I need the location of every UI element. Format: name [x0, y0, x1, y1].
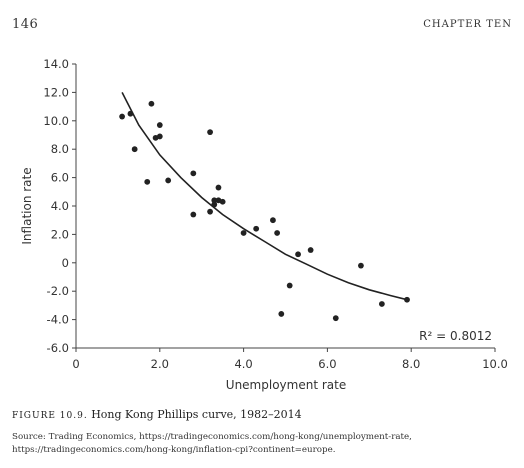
data-point	[274, 230, 281, 236]
x-tick-label: 10.0	[482, 357, 508, 371]
data-point	[211, 197, 218, 204]
scatter-points	[119, 100, 410, 322]
figure-title: Hong Kong Phillips curve, 1982–2014	[91, 408, 302, 421]
data-point	[190, 211, 197, 218]
y-tick-label: 14.0	[43, 57, 69, 71]
data-point	[219, 198, 226, 205]
data-point	[215, 184, 222, 191]
figure-caption: FIGURE 10.9. Hong Kong Phillips curve, 1…	[12, 408, 302, 421]
data-point	[295, 251, 301, 258]
data-point	[286, 282, 293, 289]
y-tick-label: 6.0	[51, 171, 69, 185]
x-axis-label: Unemployment rate	[226, 378, 346, 392]
data-point	[211, 201, 218, 208]
data-point	[253, 225, 260, 232]
y-tick-label: 8.0	[51, 142, 69, 156]
y-axis-ticks: 14.0 12.0 10.0 8.0 6.0 4.0 2.0 0 -2.0 -4.0 -6.0	[43, 57, 76, 355]
x-tick-label: 4.0	[234, 357, 252, 371]
y-tick-label: 0	[62, 256, 69, 270]
data-point	[332, 315, 339, 322]
x-tick-label: 0	[72, 357, 79, 371]
x-tick-label: 6.0	[318, 357, 336, 371]
figure-source: Source: Trading Economics, https://tradi…	[12, 432, 412, 455]
chart-axes	[75, 64, 495, 349]
x-tick-label: 2.0	[151, 357, 169, 371]
data-point	[358, 262, 364, 269]
data-point	[156, 122, 163, 128]
y-tick-label: 2.0	[51, 227, 69, 241]
data-point	[278, 311, 285, 317]
trendline-group	[121, 92, 408, 301]
data-point	[307, 247, 314, 253]
data-point	[131, 146, 138, 153]
data-point	[127, 110, 134, 117]
data-point	[165, 177, 172, 184]
phillips-curve-chart: 14.0 12.0 10.0 8.0 6.0 4.0 2.0 0 -2.0 -4.0 -6.0 0 2…	[20, 57, 508, 392]
y-tick-label: 12.0	[43, 85, 69, 99]
data-point	[240, 230, 247, 236]
data-point	[207, 208, 213, 215]
data-point	[404, 296, 410, 303]
y-tick-label: 10.0	[43, 114, 69, 128]
data-point	[190, 170, 197, 177]
y-tick-label: -4.0	[47, 313, 69, 327]
data-point	[270, 217, 276, 224]
y-tick-label: -2.0	[47, 284, 69, 298]
data-point	[156, 133, 163, 140]
trendline	[121, 92, 408, 301]
x-axis-ticks: 0 2.0 4.0 6.0 8.0 10.0	[72, 348, 508, 371]
figure-label: FIGURE 10.9.	[12, 411, 88, 421]
x-tick-label: 8.0	[402, 357, 420, 371]
page-number: 146	[12, 17, 39, 32]
data-point	[207, 129, 213, 136]
data-point	[119, 113, 125, 120]
data-point	[378, 301, 385, 307]
running-head: CHAPTER TEN	[423, 19, 512, 30]
r-squared-annotation: R² = 0.8012	[419, 329, 492, 343]
y-tick-label: -6.0	[47, 341, 69, 355]
y-axis-label: Inflation rate	[20, 167, 34, 244]
data-point	[148, 100, 155, 107]
data-point	[144, 178, 151, 185]
y-tick-label: 4.0	[51, 199, 69, 213]
